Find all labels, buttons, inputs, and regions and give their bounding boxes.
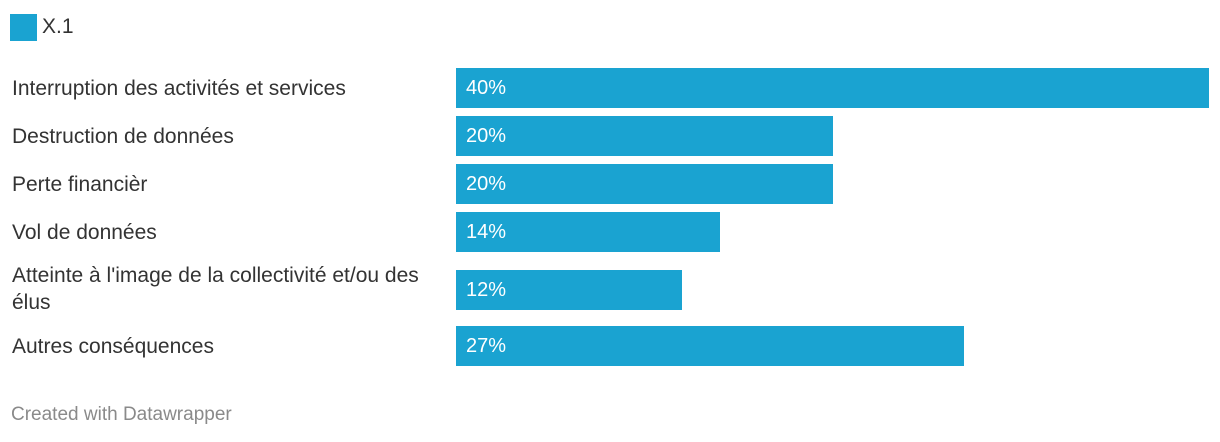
bar-value-label: 20% — [466, 125, 507, 147]
category-label: Interruption des activités et services — [12, 76, 346, 100]
credit-text: Created with Datawrapper — [11, 404, 232, 425]
category-label: Atteinte à l'image de la collectivité et… — [12, 264, 419, 314]
category-label: Destruction de données — [12, 124, 234, 148]
bar: 12% — [456, 270, 682, 310]
category-label: Vol de données — [12, 220, 157, 244]
category-label: Autres conséquences — [12, 334, 214, 358]
bar: 20% — [456, 164, 833, 204]
bar-value-label: 40% — [466, 77, 507, 99]
bar-value-label: 27% — [466, 335, 507, 357]
bar-value-label: 14% — [466, 221, 507, 243]
bar-chart: Interruption des activités et services 40… — [12, 68, 1209, 366]
legend-swatch — [10, 13, 37, 41]
legend-label: X.1 — [42, 15, 74, 38]
bar: 14% — [456, 212, 720, 252]
bar: 40% — [456, 68, 1209, 108]
bar-value-label: 20% — [466, 173, 507, 195]
bar-value-label: 12% — [466, 279, 507, 301]
legend: X.1 — [10, 13, 74, 41]
bar: 27% — [456, 326, 965, 366]
category-label: Perte financièr — [12, 172, 148, 196]
bar: 20% — [456, 116, 833, 156]
